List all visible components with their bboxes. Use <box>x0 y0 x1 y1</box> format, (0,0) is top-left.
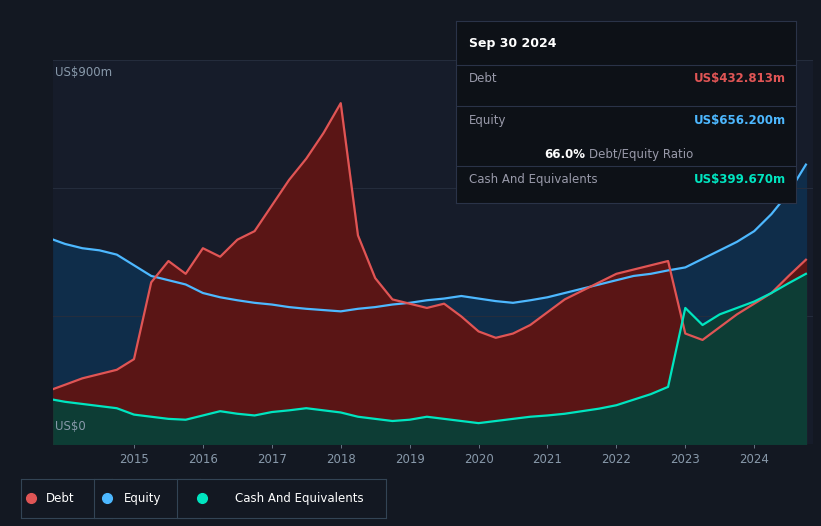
Text: US$900m: US$900m <box>55 66 112 79</box>
Text: Debt/Equity Ratio: Debt/Equity Ratio <box>589 148 693 161</box>
Text: Equity: Equity <box>470 114 507 127</box>
Text: Cash And Equivalents: Cash And Equivalents <box>470 174 598 187</box>
Text: Equity: Equity <box>124 492 162 505</box>
Text: Debt: Debt <box>46 492 75 505</box>
Text: Cash And Equivalents: Cash And Equivalents <box>235 492 364 505</box>
Text: US$432.813m: US$432.813m <box>694 72 787 85</box>
Text: Debt: Debt <box>470 72 498 85</box>
Text: 66.0%: 66.0% <box>544 148 585 161</box>
Text: Sep 30 2024: Sep 30 2024 <box>470 37 557 50</box>
Text: US$399.670m: US$399.670m <box>694 174 787 187</box>
Text: US$0: US$0 <box>55 420 85 433</box>
Text: US$656.200m: US$656.200m <box>694 114 787 127</box>
